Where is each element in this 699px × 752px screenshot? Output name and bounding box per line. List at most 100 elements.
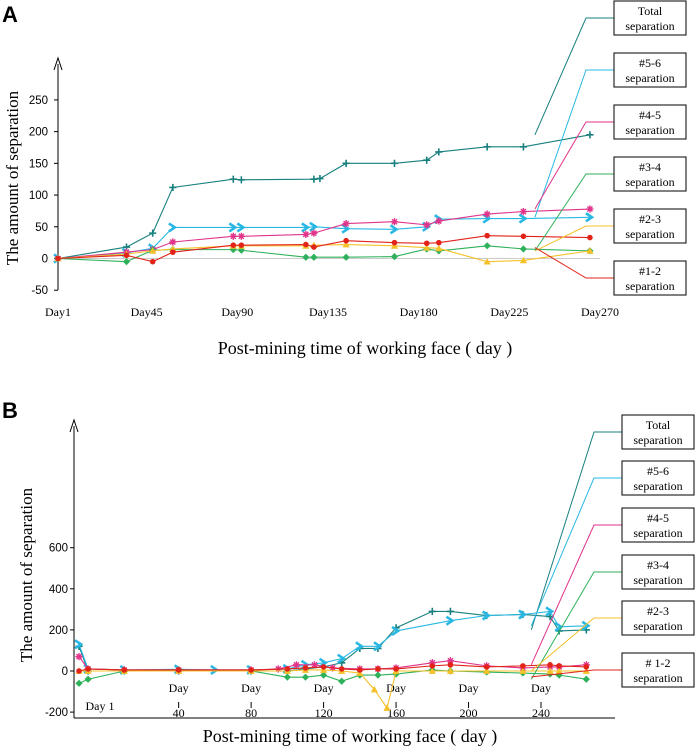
data-point: [311, 244, 317, 250]
data-point: [343, 237, 349, 244]
y-tick-label: -50: [31, 285, 48, 297]
legend-box: [613, 260, 687, 296]
legend-box: [621, 600, 695, 636]
series-line: [79, 669, 587, 710]
data-point: [316, 174, 324, 183]
series-line: [78, 610, 587, 672]
data-point: [423, 156, 431, 164]
data-point: [228, 222, 238, 233]
legend-box: [613, 0, 687, 36]
y-axis-arrow: [53, 56, 63, 71]
legend-label-line2: separation: [633, 479, 682, 493]
data-point: [436, 239, 442, 246]
data-point: [370, 685, 378, 693]
data-point: [374, 671, 382, 679]
x-tick-label-bottom: 80: [245, 706, 257, 720]
data-point: [302, 665, 309, 671]
data-point: [121, 667, 128, 673]
data-point: [169, 238, 177, 246]
data-point: [429, 663, 436, 669]
legend-label-line2: separation: [625, 227, 674, 241]
legend-leader: [530, 431, 622, 631]
legend-label-line2: separation: [625, 123, 674, 137]
x-tick-label-top: Day: [531, 681, 551, 695]
legend-label-line1: #3-4: [639, 160, 661, 174]
data-point: [357, 667, 363, 673]
x-tick-label-bottom: 240: [532, 706, 550, 720]
legend-label-line2: separation: [633, 619, 682, 633]
series-line: [57, 245, 590, 263]
data-point: [303, 241, 309, 248]
series-line: [78, 610, 587, 671]
legend-box: [613, 104, 687, 140]
data-point: [390, 218, 399, 226]
data-point: [375, 666, 381, 672]
data-point: [586, 131, 594, 139]
data-point: [481, 610, 491, 621]
legend-label-line1: #2-3: [639, 212, 661, 226]
legend-label-line1: #5-6: [647, 464, 669, 478]
data-point: [389, 224, 399, 235]
data-point: [520, 233, 527, 240]
data-point: [519, 245, 528, 253]
data-point: [483, 667, 491, 674]
x-tick-label-top: Day: [459, 681, 479, 695]
data-point: [338, 666, 345, 672]
x-tick-label: Day225: [490, 305, 528, 319]
data-point: [319, 671, 328, 679]
legend-label-line1: #4-5: [647, 511, 669, 525]
data-point: [84, 675, 92, 683]
data-point: [237, 232, 245, 240]
x-tick-label-bottom: 200: [460, 706, 478, 720]
data-point: [75, 653, 83, 661]
x-tick-label: Day180: [400, 305, 438, 319]
legend-leader: [534, 121, 614, 210]
data-point: [302, 253, 310, 261]
data-point: [248, 667, 254, 673]
data-point: [585, 212, 595, 223]
data-point: [435, 148, 443, 156]
data-point: [556, 663, 562, 669]
y-tick-label: 0: [42, 254, 48, 266]
data-point: [302, 230, 310, 238]
data-point: [446, 667, 455, 674]
data-point: [238, 242, 245, 248]
x-tick-label: Day 1: [86, 699, 115, 713]
data-point: [582, 675, 590, 683]
data-point: [390, 252, 399, 261]
legend-label-line1: #4-5: [639, 108, 661, 122]
data-point: [229, 232, 237, 240]
data-point: [338, 677, 346, 685]
y-axis-arrow: [69, 418, 79, 433]
data-point: [520, 663, 526, 669]
data-point: [483, 664, 490, 670]
legend-label-line1: Total: [646, 418, 671, 432]
x-tick-label-bottom: 40: [173, 706, 185, 720]
data-point: [586, 205, 594, 213]
data-point: [546, 667, 554, 674]
data-point: [292, 661, 301, 669]
data-point: [301, 222, 311, 233]
data-point: [229, 175, 237, 183]
data-point: [483, 210, 491, 218]
legend-label-line2: separation: [625, 19, 674, 33]
legend-box: [621, 652, 695, 688]
data-point: [519, 256, 528, 264]
x-tick-label-top: Day: [169, 681, 189, 695]
data-point: [447, 662, 454, 668]
data-point: [423, 240, 430, 247]
data-point: [483, 258, 491, 265]
data-point: [483, 242, 491, 250]
y-tick-label: 200: [29, 127, 48, 139]
data-point: [545, 606, 555, 617]
data-point: [175, 667, 182, 673]
y-tick-label: 50: [35, 222, 48, 234]
data-point: [122, 258, 131, 266]
data-point: [310, 175, 318, 183]
data-point: [518, 609, 528, 620]
data-point: [123, 252, 130, 259]
data-point: [310, 229, 318, 237]
data-point: [320, 664, 327, 670]
legend-leader: [534, 247, 614, 279]
data-point: [149, 229, 157, 237]
